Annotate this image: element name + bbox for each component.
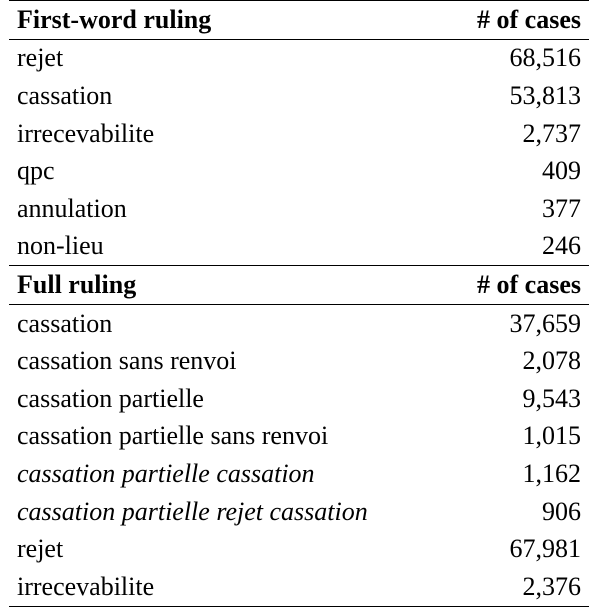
case-count: 37,659 — [509, 308, 582, 338]
full-ruling-row: cassation partielle rejet cassation 906 — [9, 493, 589, 531]
case-count: 906 — [542, 496, 581, 526]
case-count: 67,981 — [509, 534, 582, 564]
full-ruling-section: Full ruling # of cases — [9, 265, 589, 305]
first-word-header-count: # of cases — [446, 0, 589, 40]
ruling-label: non-lieu — [17, 231, 104, 261]
ruling-label: irrecevabilite — [9, 567, 447, 607]
ruling-table: First-word ruling # of cases rejet 68,516… — [9, 0, 589, 607]
first-word-row: rejet 68,516 — [9, 39, 589, 77]
full-ruling-row: irrecevabilite 2,376 — [9, 567, 589, 607]
full-ruling-header-count: # of cases — [446, 265, 589, 305]
ruling-label: cassation sans renvoi — [17, 346, 237, 376]
full-ruling-header-row: Full ruling # of cases — [9, 265, 589, 305]
full-ruling-row: cassation partielle 9,543 — [9, 380, 589, 418]
ruling-label: cassation partielle sans renvoi — [17, 421, 329, 451]
full-ruling-row: cassation partielle cassation 1,162 — [9, 455, 589, 493]
full-ruling-row: cassation partielle sans renvoi 1,015 — [9, 418, 589, 456]
case-count: 2,737 — [522, 118, 582, 148]
case-count: 2,078 — [522, 346, 582, 376]
first-word-header-row: First-word ruling # of cases — [9, 0, 589, 40]
ruling-label: cassation partielle — [17, 383, 204, 413]
case-count: 1,162 — [522, 458, 582, 488]
first-word-row: irrecevabilite 2,737 — [9, 115, 589, 153]
full-ruling-rows: cassation 37,659 cassation sans renvoi 2,07… — [9, 304, 589, 607]
first-word-row: qpc 409 — [9, 152, 589, 190]
ruling-label: rejet — [17, 534, 64, 564]
full-ruling-row: cassation sans renvoi 2,078 — [9, 342, 589, 380]
full-ruling-row: cassation 37,659 — [9, 304, 589, 342]
case-count: 377 — [542, 193, 581, 223]
ruling-label: cassation partielle rejet cassation — [17, 496, 368, 526]
ruling-table-container: First-word ruling # of cases rejet 68,516… — [9, 0, 589, 607]
ruling-label: irrecevabilite — [17, 118, 155, 148]
full-ruling-row: rejet 67,981 — [9, 530, 589, 568]
ruling-label: annulation — [17, 193, 127, 223]
case-count: 68,516 — [509, 43, 582, 73]
ruling-label: cassation — [17, 80, 113, 110]
case-count: 409 — [542, 156, 581, 186]
first-word-row: non-lieu 246 — [9, 228, 589, 266]
case-count: 2,376 — [446, 567, 589, 607]
case-count: 9,543 — [522, 383, 582, 413]
first-word-section: First-word ruling # of cases — [9, 0, 589, 40]
ruling-label: qpc — [17, 156, 55, 186]
ruling-label: cassation — [17, 308, 113, 338]
case-count: 246 — [542, 231, 581, 261]
first-word-rows: rejet 68,516 cassation 53,813 irrecevabilite… — [9, 39, 589, 266]
ruling-label: rejet — [17, 43, 64, 73]
first-word-row: annulation 377 — [9, 190, 589, 228]
first-word-row: cassation 53,813 — [9, 77, 589, 115]
first-word-header-label: First-word ruling — [9, 0, 447, 40]
case-count: 1,015 — [522, 421, 582, 451]
ruling-label: cassation partielle cassation — [17, 458, 315, 488]
full-ruling-header-label: Full ruling — [9, 265, 447, 305]
case-count: 53,813 — [509, 80, 582, 110]
